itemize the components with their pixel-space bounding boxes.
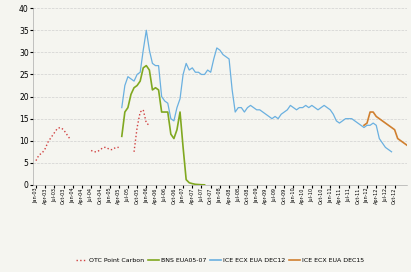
ICE ECX EUA DEC12 [178, 97, 182, 100]
BNS EUA05-07 [119, 135, 124, 138]
OTC Point Carbon [58, 126, 63, 129]
ICE ECX EUA DEC12 [119, 106, 124, 109]
BNS EUA05-07 [125, 106, 130, 109]
BNS EUA05-07 [156, 88, 161, 92]
OTC Point Carbon [113, 146, 118, 149]
Legend: OTC Point Carbon, BNS EUA05-07, ICE ECX EUA DEC12, ICE ECX EUA DEC15: OTC Point Carbon, BNS EUA05-07, ICE ECX … [73, 255, 367, 266]
BNS EUA05-07 [144, 64, 149, 67]
ICE ECX EUA DEC15 [377, 117, 382, 120]
BNS EUA05-07 [138, 79, 143, 83]
ICE ECX EUA DEC12 [144, 29, 149, 32]
BNS EUA05-07 [196, 183, 201, 186]
OTC Point Carbon [61, 128, 66, 131]
BNS EUA05-07 [199, 183, 204, 186]
ICE ECX EUA DEC15 [383, 121, 388, 125]
ICE ECX EUA DEC15 [389, 126, 394, 129]
ICE ECX EUA DEC15 [404, 144, 409, 147]
BNS EUA05-07 [153, 86, 158, 89]
BNS EUA05-07 [150, 88, 155, 92]
OTC Point Carbon [135, 126, 140, 129]
BNS EUA05-07 [135, 84, 140, 87]
OTC Point Carbon [46, 140, 51, 143]
ICE ECX EUA DEC15 [380, 119, 385, 122]
BNS EUA05-07 [190, 182, 195, 185]
ICE ECX EUA DEC12 [156, 64, 161, 67]
OTC Point Carbon [107, 148, 112, 151]
OTC Point Carbon [64, 132, 69, 136]
BNS EUA05-07 [165, 110, 170, 114]
OTC Point Carbon [55, 127, 60, 130]
ICE ECX EUA DEC15 [395, 137, 400, 140]
BNS EUA05-07 [202, 183, 207, 187]
ICE ECX EUA DEC15 [367, 110, 372, 114]
OTC Point Carbon [101, 146, 106, 149]
BNS EUA05-07 [147, 69, 152, 72]
ICE ECX EUA DEC12 [226, 57, 231, 61]
BNS EUA05-07 [122, 110, 127, 114]
OTC Point Carbon [110, 148, 115, 151]
OTC Point Carbon [92, 150, 97, 153]
OTC Point Carbon [147, 124, 152, 127]
BNS EUA05-07 [180, 146, 185, 149]
OTC Point Carbon [33, 159, 38, 162]
OTC Point Carbon [52, 131, 57, 134]
OTC Point Carbon [49, 135, 54, 139]
ICE ECX EUA DEC12 [362, 126, 367, 129]
OTC Point Carbon [37, 153, 42, 156]
ICE ECX EUA DEC15 [371, 110, 376, 114]
OTC Point Carbon [138, 110, 143, 114]
BNS EUA05-07 [193, 183, 198, 186]
BNS EUA05-07 [184, 178, 189, 181]
ICE ECX EUA DEC15 [402, 141, 406, 145]
Line: ICE ECX EUA DEC15: ICE ECX EUA DEC15 [364, 112, 411, 150]
OTC Point Carbon [141, 108, 146, 112]
ICE ECX EUA DEC15 [392, 128, 397, 131]
BNS EUA05-07 [171, 137, 176, 140]
BNS EUA05-07 [187, 181, 192, 184]
Line: OTC Point Carbon: OTC Point Carbon [36, 110, 149, 161]
BNS EUA05-07 [141, 66, 146, 69]
BNS EUA05-07 [132, 86, 136, 89]
BNS EUA05-07 [159, 110, 164, 114]
ICE ECX EUA DEC15 [365, 121, 369, 125]
Line: BNS EUA05-07: BNS EUA05-07 [122, 66, 205, 185]
BNS EUA05-07 [169, 132, 173, 136]
Line: ICE ECX EUA DEC12: ICE ECX EUA DEC12 [122, 30, 392, 152]
ICE ECX EUA DEC15 [362, 124, 367, 127]
OTC Point Carbon [144, 121, 149, 125]
ICE ECX EUA DEC15 [374, 115, 379, 118]
OTC Point Carbon [116, 146, 121, 149]
BNS EUA05-07 [129, 93, 134, 96]
ICE ECX EUA DEC15 [398, 139, 403, 143]
ICE ECX EUA DEC12 [389, 150, 394, 153]
BNS EUA05-07 [162, 110, 167, 114]
OTC Point Carbon [67, 137, 72, 140]
BNS EUA05-07 [178, 110, 182, 114]
OTC Point Carbon [104, 146, 109, 149]
OTC Point Carbon [98, 148, 103, 151]
ICE ECX EUA DEC12 [260, 110, 265, 114]
OTC Point Carbon [89, 149, 94, 152]
ICE ECX EUA DEC15 [386, 124, 391, 127]
ICE ECX EUA DEC15 [407, 146, 411, 149]
BNS EUA05-07 [175, 128, 180, 131]
OTC Point Carbon [43, 147, 48, 150]
OTC Point Carbon [39, 152, 44, 155]
OTC Point Carbon [95, 150, 100, 153]
OTC Point Carbon [132, 150, 136, 153]
ICE ECX EUA DEC12 [150, 62, 155, 65]
